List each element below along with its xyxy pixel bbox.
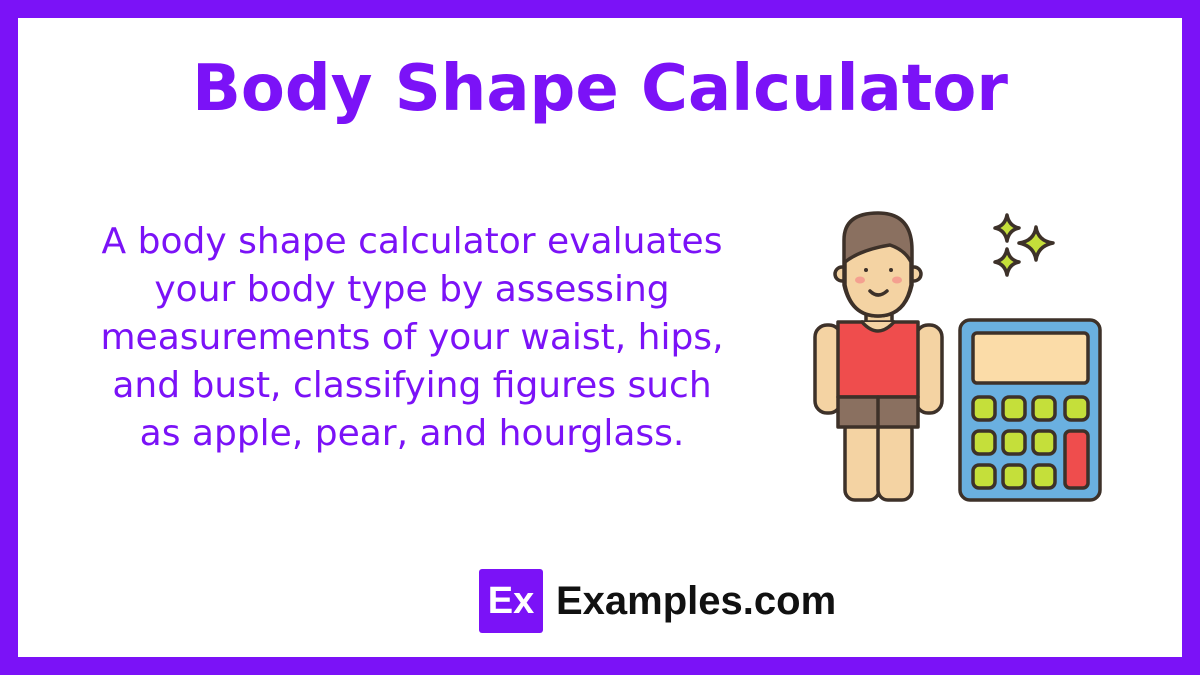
brand-logo[interactable]: Ex <box>479 569 543 633</box>
brand-name[interactable]: Examples.com <box>556 579 837 623</box>
page-title: Body Shape Calculator <box>192 52 1008 126</box>
calculator-illustration <box>958 318 1102 502</box>
person-illustration <box>813 211 944 502</box>
sparkle-icon <box>993 213 1055 277</box>
description-text: A body shape calculator evaluates your b… <box>100 221 724 454</box>
logo-text: Ex <box>487 580 535 622</box>
